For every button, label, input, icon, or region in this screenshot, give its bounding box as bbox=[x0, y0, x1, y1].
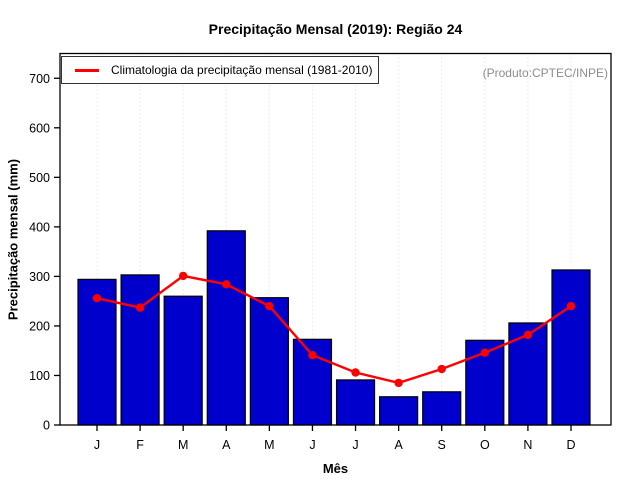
y-tick-label: 0 bbox=[43, 419, 50, 433]
bar-J bbox=[335, 379, 376, 426]
bar-A bbox=[379, 396, 419, 426]
x-tick-label: J bbox=[352, 438, 358, 452]
x-tick-label: M bbox=[178, 438, 188, 452]
x-tick-label: F bbox=[136, 438, 144, 452]
climatology-point-J bbox=[308, 350, 317, 360]
climatology-point-D bbox=[566, 301, 576, 311]
x-tick-label: M bbox=[264, 438, 274, 452]
x-axis-title: Mês bbox=[322, 461, 349, 476]
y-tick-label: 600 bbox=[29, 121, 50, 135]
x-tick-label: S bbox=[438, 438, 446, 452]
climatology-point-M bbox=[178, 271, 188, 281]
bar-S bbox=[422, 391, 462, 426]
y-tick-label: 400 bbox=[29, 220, 50, 234]
bar-M bbox=[163, 295, 203, 426]
climatology-point-S bbox=[437, 364, 446, 374]
climatology-point-N bbox=[523, 330, 533, 340]
climatology-point-O bbox=[480, 348, 490, 357]
source-note: (Produto:CPTEC/INPE) bbox=[482, 66, 608, 80]
climatology-point-A bbox=[394, 378, 403, 388]
y-tick-label: 100 bbox=[29, 369, 50, 383]
bar-D bbox=[551, 269, 591, 426]
plot-frame bbox=[59, 52, 612, 426]
bar-M bbox=[249, 297, 289, 426]
y-tick-label: 500 bbox=[29, 171, 50, 185]
legend-line-swatch-icon bbox=[75, 68, 99, 72]
legend-box: Climatologia da precipitação mensal (198… bbox=[61, 56, 379, 84]
x-tick-label: J bbox=[309, 438, 315, 452]
y-tick-label: 700 bbox=[29, 72, 50, 86]
climatology-point-A bbox=[222, 280, 231, 289]
y-tick-label: 200 bbox=[29, 319, 50, 333]
climatology-point-F bbox=[135, 303, 145, 312]
bar-A bbox=[206, 230, 246, 426]
x-tick-label: D bbox=[566, 438, 575, 452]
chart-title: Precipitação Mensal (2019): Região 24 bbox=[208, 21, 463, 37]
x-tick-label: J bbox=[94, 438, 100, 452]
climatology-point-J bbox=[351, 368, 360, 377]
x-tick-label: A bbox=[394, 438, 403, 452]
climatology-line bbox=[96, 274, 572, 385]
x-tick-label: A bbox=[222, 438, 231, 452]
bar-J bbox=[77, 278, 117, 426]
climatology-point-J bbox=[92, 293, 102, 303]
x-tick-label: O bbox=[480, 438, 490, 452]
climatology-point-M bbox=[265, 301, 274, 311]
y-tick-label: 300 bbox=[29, 270, 50, 284]
legend-label: Climatologia da precipitação mensal (198… bbox=[111, 63, 373, 77]
x-tick-label: N bbox=[523, 438, 532, 452]
